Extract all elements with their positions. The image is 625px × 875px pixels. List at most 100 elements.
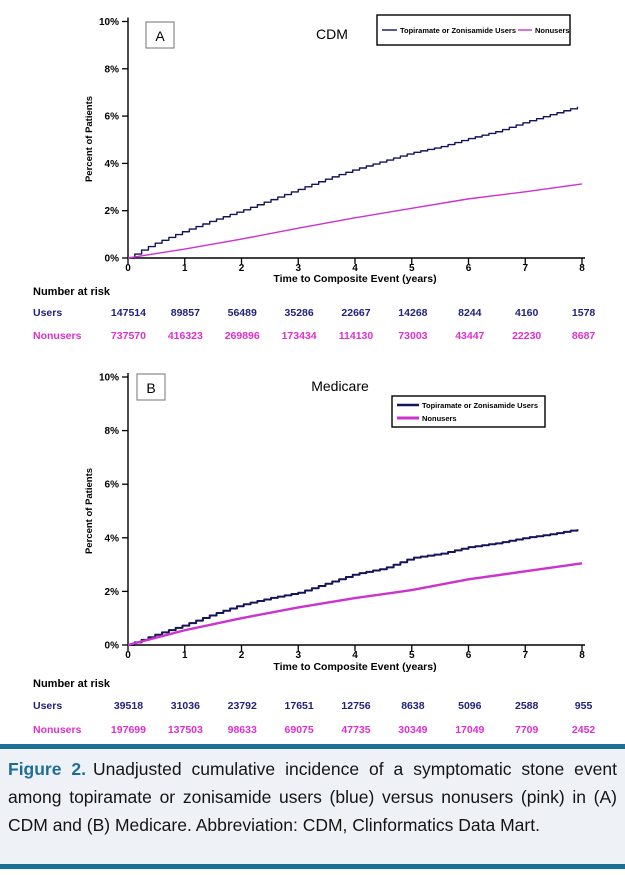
risk-value: 4160	[515, 307, 539, 319]
x-axis-label: Time to Composite Event (years)	[273, 273, 436, 284]
risk-value: 173434	[281, 330, 317, 342]
panel-title: CDM	[316, 26, 348, 42]
y-tick-label: 2%	[105, 206, 120, 217]
y-tick-label: 6%	[105, 112, 120, 123]
risk-value: 22667	[341, 307, 371, 319]
x-tick-label: 8	[579, 650, 585, 661]
risk-value: 43447	[455, 330, 485, 342]
number-at-risk-header-b: Number at risk	[33, 678, 111, 690]
risk-value: 955	[574, 700, 593, 712]
x-tick-label: 4	[352, 650, 358, 661]
risk-value: 47735	[341, 724, 371, 736]
y-tick-label: 0%	[105, 641, 120, 652]
x-tick-label: 4	[352, 263, 358, 274]
risk-value: 197699	[110, 724, 146, 736]
risk-value: 2452	[571, 724, 596, 736]
x-tick-label: 6	[466, 263, 472, 274]
risk-value: 89857	[170, 307, 200, 319]
risk-value: 17049	[455, 724, 485, 736]
x-tick-label: 7	[522, 263, 528, 274]
risk-value: 35286	[284, 307, 314, 319]
y-tick-label: 10%	[99, 373, 119, 384]
y-tick-label: 8%	[105, 64, 120, 75]
risk-value: 31036	[170, 700, 200, 712]
x-tick-label: 7	[522, 650, 528, 661]
risk-value: 8687	[571, 330, 596, 342]
panel-label-box	[136, 373, 166, 401]
risk-row-values: 197699 137503 98633 69075 47735 30349 17049 770…	[100, 724, 612, 736]
legend-label-nonusers: Nonusers	[422, 414, 457, 423]
caption-top-rule	[0, 744, 625, 749]
y-axis-label: Percent of Patients	[84, 96, 95, 182]
risk-value: 23792	[227, 700, 257, 712]
risk-value: 737570	[110, 330, 146, 342]
y-tick-label: 2%	[105, 587, 120, 598]
x-tick-label: 3	[295, 650, 301, 661]
figure-caption-text: Unadjusted cumulative incidence of a sym…	[8, 759, 617, 835]
x-tick-label: 0	[125, 263, 131, 274]
risk-value: 8244	[458, 307, 482, 319]
risk-value: 5096	[458, 700, 482, 712]
y-tick-label: 0%	[105, 254, 120, 265]
risk-row-label: Users	[33, 307, 63, 319]
risk-value: 17651	[284, 700, 314, 712]
x-tick-label: 6	[466, 650, 472, 661]
caption-bottom-rule	[0, 864, 625, 869]
panel-title: Medicare	[311, 378, 369, 394]
risk-value: 56489	[227, 307, 257, 319]
risk-value: 137503	[167, 724, 203, 736]
risk-value: 98633	[227, 724, 257, 736]
y-tick-label: 10%	[99, 17, 119, 28]
risk-value: 39518	[113, 700, 144, 712]
y-tick-label: 4%	[105, 533, 120, 544]
x-tick-label: 8	[579, 263, 585, 274]
legend-box	[391, 395, 546, 428]
series-line-nonusers	[127, 562, 583, 647]
panel-label: B	[146, 380, 155, 396]
series-line-users	[128, 529, 579, 646]
y-axis-label: Percent of Patients	[84, 468, 95, 554]
risk-value: 2588	[515, 700, 539, 712]
number-at-risk-header-a: Number at risk	[33, 286, 111, 298]
risk-row-values: 737570 416323 269896 173434 114130 73003 43447…	[100, 330, 612, 342]
y-tick-label: 4%	[105, 159, 120, 170]
x-tick-label: 1	[182, 263, 188, 274]
panel-b-chart: 0% 2% 4% 6% 8% 10% 0 1 2 3 4 5 6 7 8 Percent of Patient…	[84, 373, 585, 673]
axes	[127, 17, 585, 259]
risk-row-values: 39518 31036 23792 17651 12756 8638 5096 2588 955	[100, 700, 612, 712]
figure-caption-label: Figure 2.	[8, 759, 87, 779]
risk-value: 1578	[571, 307, 596, 319]
series-line-nonusers	[127, 183, 583, 259]
risk-value: 22230	[512, 330, 542, 342]
risk-value: 269896	[224, 330, 260, 342]
legend-label-users: Topiramate or Zonisamide Users	[400, 26, 516, 35]
risk-value: 7709	[515, 724, 539, 736]
y-tick-label: 8%	[105, 426, 120, 437]
legend-box	[376, 14, 571, 46]
y-tick-label: 6%	[105, 480, 120, 491]
x-tick-label: 5	[409, 263, 415, 274]
panel-a-chart: 0% 2% 4% 6% 8% 10% 0 1 2 3 4 5 6 7 8 Percent of Patient…	[84, 14, 585, 284]
x-axis-label: Time to Composite Event (years)	[273, 661, 436, 672]
risk-value: 69075	[284, 724, 314, 736]
risk-value: 14268	[398, 307, 428, 319]
legend-label-users: Topiramate or Zonisamide Users	[422, 401, 538, 410]
risk-row-label: Nonusers	[33, 330, 82, 342]
risk-value: 114130	[338, 330, 374, 342]
risk-value: 8638	[401, 700, 425, 712]
figure-caption: Figure 2. Unadjusted cumulative incidence…	[0, 749, 625, 870]
risk-value: 12756	[341, 700, 371, 712]
panel-label: A	[155, 28, 165, 44]
risk-row-label: Users	[33, 700, 63, 712]
x-tick-label: 5	[409, 650, 415, 661]
legend-label-nonusers: Nonusers	[535, 26, 570, 35]
risk-value: 30349	[398, 724, 428, 736]
risk-value: 147514	[110, 307, 146, 319]
x-tick-label: 3	[295, 263, 301, 274]
x-tick-label: 2	[239, 263, 245, 274]
risk-value: 416323	[167, 330, 203, 342]
x-tick-label: 2	[239, 650, 245, 661]
x-tick-label: 0	[125, 650, 131, 661]
risk-row-label: Nonusers	[33, 724, 82, 736]
